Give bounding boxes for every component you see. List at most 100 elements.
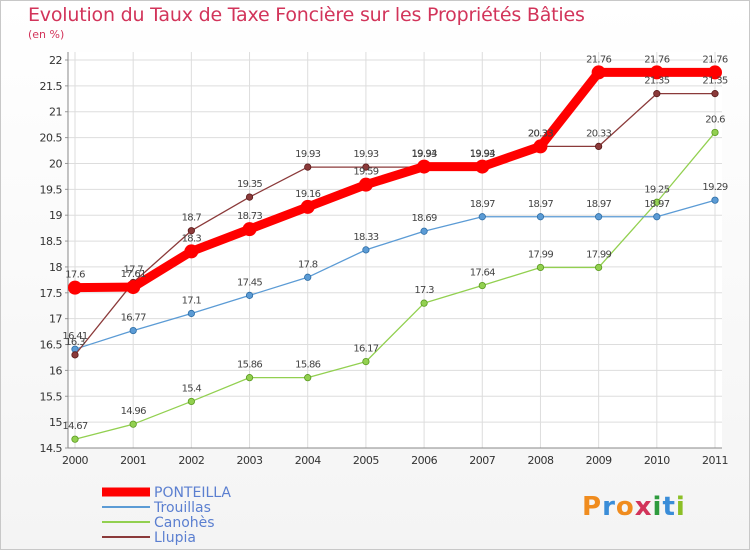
x-tick-label: 2002 bbox=[178, 454, 204, 467]
data-label: 19.35 bbox=[237, 179, 262, 190]
data-label: 20.33 bbox=[586, 128, 611, 139]
data-point bbox=[711, 196, 719, 204]
data-label: 18.69 bbox=[412, 213, 437, 224]
legend-entry-0: PONTEILLA bbox=[154, 485, 231, 501]
data-label: 14.96 bbox=[121, 406, 146, 417]
y-tick-label: 16 bbox=[49, 364, 62, 377]
legend-entry-2: Canohès bbox=[154, 515, 215, 531]
data-point bbox=[475, 159, 490, 174]
data-label: 15.4 bbox=[182, 383, 202, 394]
data-point bbox=[653, 90, 661, 98]
data-point bbox=[300, 199, 315, 214]
y-tick-label: 21.5 bbox=[40, 80, 63, 93]
data-label: 21.76 bbox=[644, 54, 669, 65]
data-point bbox=[536, 213, 545, 221]
data-label: 21.35 bbox=[702, 76, 727, 87]
data-label: 19.94 bbox=[412, 149, 437, 160]
series-line-llupia bbox=[74, 92, 715, 356]
x-tick-label: 2006 bbox=[411, 454, 437, 467]
data-point bbox=[595, 142, 603, 150]
data-label: 20.6 bbox=[705, 114, 725, 125]
data-label: 19.93 bbox=[353, 149, 378, 160]
data-label: 17.45 bbox=[237, 277, 262, 288]
data-point bbox=[595, 213, 603, 221]
logo-letter: i bbox=[675, 492, 686, 522]
data-point bbox=[245, 374, 254, 382]
data-label: 17.6 bbox=[65, 270, 85, 281]
data-point bbox=[711, 90, 719, 98]
data-label: 17.1 bbox=[182, 295, 202, 306]
data-point bbox=[711, 128, 719, 137]
data-label: 16.3 bbox=[65, 337, 85, 348]
data-label: 18.73 bbox=[237, 211, 262, 222]
x-tick-label: 2011 bbox=[702, 454, 728, 467]
legend-entry-1: Trouillas bbox=[153, 500, 211, 516]
data-label: 18.97 bbox=[644, 199, 669, 210]
y-tick-label: 17.5 bbox=[40, 287, 63, 300]
data-label: 19.29 bbox=[702, 182, 727, 193]
logo-letter: t bbox=[662, 492, 676, 522]
data-label: 17.99 bbox=[586, 249, 611, 260]
data-point bbox=[595, 263, 603, 272]
data-point bbox=[245, 291, 254, 299]
data-label: 18.97 bbox=[470, 199, 495, 210]
data-point bbox=[591, 65, 606, 80]
data-point bbox=[245, 193, 254, 201]
x-tick-label: 2004 bbox=[295, 454, 321, 467]
grid-lines bbox=[68, 52, 722, 449]
x-tick-label: 2005 bbox=[353, 454, 379, 467]
y-tick-label: 18.5 bbox=[40, 235, 63, 248]
data-label: 15.86 bbox=[295, 360, 320, 371]
x-tick-label: 2000 bbox=[62, 454, 88, 467]
data-label: 17.7 bbox=[123, 264, 143, 275]
x-tick-label: 2007 bbox=[469, 454, 495, 467]
y-tick-label: 16.5 bbox=[40, 339, 63, 352]
data-point bbox=[358, 177, 373, 192]
data-point bbox=[187, 309, 195, 318]
data-label: 17.61 bbox=[121, 269, 146, 280]
data-point bbox=[129, 326, 137, 335]
data-labels: 17.6 17.61 18.3 18.73 19.16 19.59 19.94 19.94 20… bbox=[62, 54, 728, 432]
series-line-ponteilla bbox=[74, 67, 715, 293]
data-label: 19.93 bbox=[412, 149, 437, 160]
data-point bbox=[478, 213, 486, 221]
data-label: 16.77 bbox=[121, 313, 146, 324]
data-label: 20.33 bbox=[528, 128, 553, 139]
data-label: 16.41 bbox=[62, 331, 87, 342]
data-label: 19.94 bbox=[470, 149, 495, 160]
data-label: 14.67 bbox=[62, 421, 87, 432]
data-label: 18.33 bbox=[353, 232, 378, 243]
data-point bbox=[362, 163, 370, 171]
data-label: 19.25 bbox=[644, 184, 669, 195]
data-label: 19.59 bbox=[353, 167, 378, 178]
y-tick-label: 20 bbox=[49, 157, 62, 170]
data-point bbox=[71, 435, 79, 443]
y-tick-label: 20.5 bbox=[40, 132, 63, 145]
data-point bbox=[304, 374, 312, 382]
logo-letter: x bbox=[634, 492, 653, 522]
logo-letter: o bbox=[615, 492, 635, 522]
data-point bbox=[478, 281, 486, 290]
y-tick-label: 17 bbox=[49, 313, 62, 326]
data-label: 19.93 bbox=[295, 149, 320, 160]
chart-title: Evolution du Taux de Taxe Foncière sur l… bbox=[28, 4, 585, 26]
data-label: 19.93 bbox=[470, 149, 495, 160]
data-point bbox=[653, 198, 661, 206]
data-label: 20.33 bbox=[528, 128, 553, 139]
series-line-canohès bbox=[74, 132, 716, 440]
data-point bbox=[536, 263, 545, 272]
logo-letter: i bbox=[652, 492, 663, 522]
data-point bbox=[187, 227, 195, 235]
data-point bbox=[187, 397, 195, 406]
data-label: 17.64 bbox=[470, 268, 495, 279]
data-label: 19.16 bbox=[295, 189, 320, 200]
y-tick-label: 15 bbox=[49, 416, 62, 429]
data-label: 17.3 bbox=[414, 285, 434, 296]
y-tick-label: 22 bbox=[49, 54, 62, 67]
data-label: 21.35 bbox=[644, 76, 669, 87]
data-point bbox=[184, 244, 199, 259]
data-point bbox=[126, 280, 141, 295]
data-label: 21.76 bbox=[586, 54, 611, 65]
data-point bbox=[362, 246, 370, 254]
